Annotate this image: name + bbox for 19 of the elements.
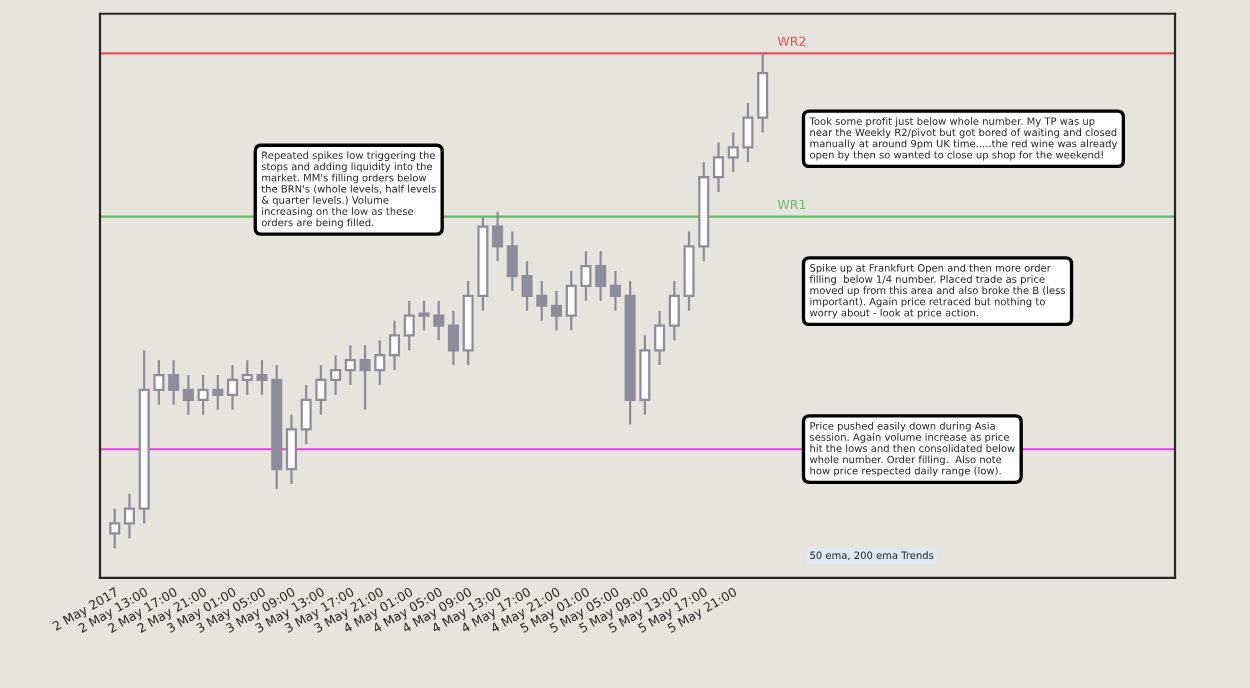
candlestick (757, 52, 769, 134)
candlestick (182, 373, 194, 416)
candlestick (388, 319, 401, 372)
candlestick (109, 507, 121, 550)
candlestick (492, 210, 504, 263)
candlestick (168, 359, 180, 406)
candlestick (123, 492, 135, 540)
candlestick (654, 309, 666, 367)
candlestick (285, 413, 297, 485)
candlestick (506, 230, 518, 292)
candlestick (447, 309, 459, 367)
candlestick (330, 354, 342, 396)
candlestick (668, 279, 680, 342)
candlestick (609, 269, 621, 312)
candlestick (595, 250, 607, 302)
candlestick (550, 289, 563, 332)
candlestick (712, 141, 725, 194)
candlestick (344, 344, 356, 387)
candlestick (227, 364, 239, 411)
